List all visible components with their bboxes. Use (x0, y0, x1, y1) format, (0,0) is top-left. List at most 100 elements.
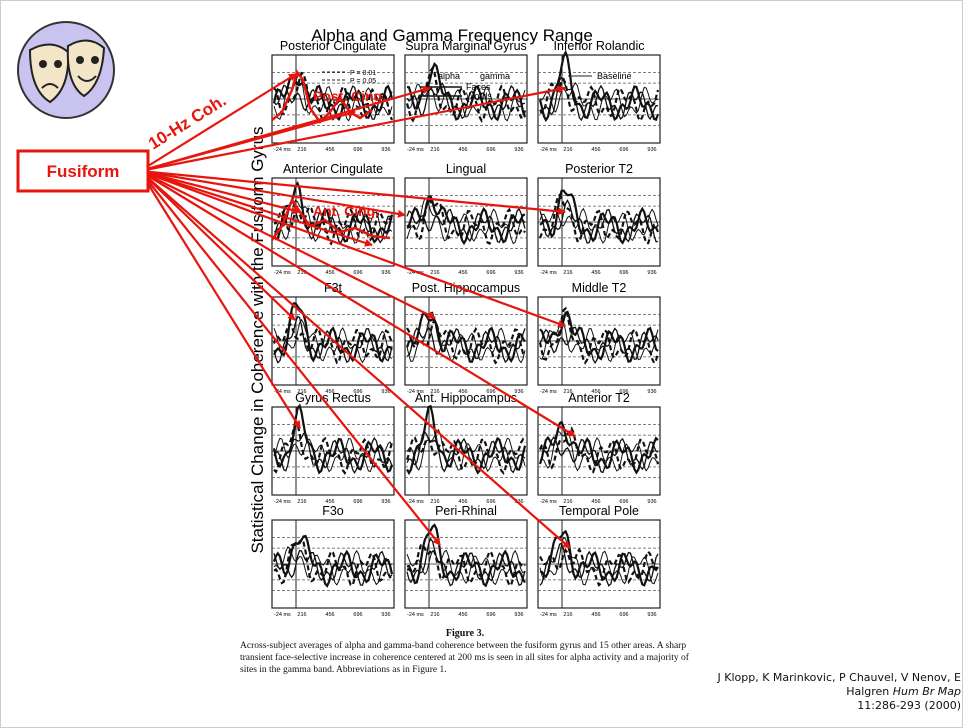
x-tick-label: 936 (514, 270, 523, 276)
x-tick-label: 696 (353, 270, 362, 276)
trace (273, 549, 393, 586)
x-tick-label: 456 (591, 389, 600, 395)
x-tick-label: 696 (619, 612, 628, 618)
arrow (139, 170, 296, 321)
arrow (139, 170, 576, 437)
legend-text: Words (466, 91, 492, 101)
x-tick-label: 936 (381, 499, 390, 505)
panel-title: Post. Hippocampus (412, 281, 520, 295)
source-label: Fusiform (47, 162, 120, 181)
trace (405, 312, 526, 364)
x-tick-label: 216 (430, 499, 439, 505)
x-tick-label: -24 ms (407, 147, 424, 153)
panel: Posterior T2 -24 ms 216 456 696 936 (537, 162, 661, 276)
x-tick-label: 696 (353, 147, 362, 153)
anterior-label: Ant. Cing. (313, 203, 379, 219)
x-tick-label: 936 (514, 612, 523, 618)
x-tick-label: 936 (514, 389, 523, 395)
trace (539, 76, 659, 122)
x-tick-label: -24 ms (407, 612, 424, 618)
trace (539, 207, 659, 244)
trace (406, 404, 527, 476)
x-tick-label: -24 ms (540, 389, 557, 395)
trace (406, 430, 526, 474)
trace (538, 49, 660, 123)
x-tick-label: 936 (647, 270, 656, 276)
trace (539, 542, 659, 587)
x-tick-label: -24 ms (274, 270, 291, 276)
fusiform-box (16, 149, 150, 193)
trace (273, 302, 393, 363)
x-tick-label: 216 (563, 270, 572, 276)
posterior-label: Post. Cing. (313, 88, 386, 104)
x-tick-label: 456 (458, 389, 467, 395)
panel: Anterior T2 -24 ms 216 456 696 936 (537, 391, 661, 505)
legend-text: P = 0.05 (350, 78, 376, 85)
trace (273, 437, 393, 473)
trace (405, 65, 527, 123)
panels: Posterior Cingulate-24 ms 216 456 696 936Sup… (271, 39, 661, 618)
x-tick-label: 456 (325, 147, 334, 153)
trace (406, 549, 526, 586)
arrow (139, 109, 356, 173)
x-tick-label: -24 ms (274, 499, 291, 505)
caption-label: Figure 3. (445, 628, 485, 639)
trace (273, 421, 394, 475)
panel-title: Supra Marginal Gyrus (405, 39, 527, 53)
x-tick-label: 696 (486, 612, 495, 618)
x-tick-label: 216 (297, 270, 306, 276)
trace (273, 318, 393, 364)
panel: Lingual -24 ms 216 456 696 936 (404, 162, 528, 276)
x-tick-label: 216 (563, 147, 572, 153)
arrow (139, 170, 441, 546)
x-tick-label: -24 ms (540, 499, 557, 505)
x-tick-label: 696 (353, 389, 362, 395)
arrow (139, 170, 571, 549)
x-tick-label: 936 (381, 270, 390, 276)
caption: Figure 3. Across-subject averages of alph… (240, 628, 690, 676)
x-tick-label: 696 (619, 270, 628, 276)
x-tick-label: -24 ms (274, 389, 291, 395)
x-tick-label: -24 ms (540, 147, 557, 153)
x-tick-label: -24 ms (407, 499, 424, 505)
x-tick-label: -24 ms (407, 389, 424, 395)
trace (539, 430, 659, 472)
trace (539, 82, 659, 121)
x-tick-label: 216 (563, 612, 572, 618)
x-tick-label: 936 (647, 147, 656, 153)
volume: 11:286-293 (2000) (857, 699, 961, 712)
x-tick-label: 456 (458, 612, 467, 618)
x-tick-label: 456 (591, 612, 600, 618)
x-tick-label: 216 (297, 499, 306, 505)
arrow (139, 73, 297, 172)
trace (538, 193, 659, 245)
arrow (139, 169, 301, 215)
x-tick-label: 456 (458, 270, 467, 276)
x-tick-label: 456 (591, 270, 600, 276)
trace (406, 198, 526, 245)
panel-title: Ant. Hippocampus (415, 391, 517, 405)
trace (273, 538, 393, 587)
panel-title: Gyrus Rectus (295, 391, 371, 405)
x-tick-label: -24 ms (274, 612, 291, 618)
x-tick-label: 456 (325, 499, 334, 505)
trace (406, 537, 526, 587)
legend-text: alpha (438, 71, 460, 81)
legend-text: Faces (466, 82, 491, 92)
panel: Temporal Pole -24 ms 216 456 696 936 (537, 504, 661, 618)
x-tick-label: -24 ms (274, 147, 291, 153)
x-tick-label: 696 (619, 147, 628, 153)
trace (273, 432, 393, 474)
trace (406, 523, 526, 588)
x-tick-label: 696 (353, 499, 362, 505)
x-tick-label: 456 (325, 270, 334, 276)
arrow (139, 169, 373, 247)
x-tick-label: 936 (514, 147, 523, 153)
arrow (139, 85, 566, 173)
trace (539, 547, 659, 587)
